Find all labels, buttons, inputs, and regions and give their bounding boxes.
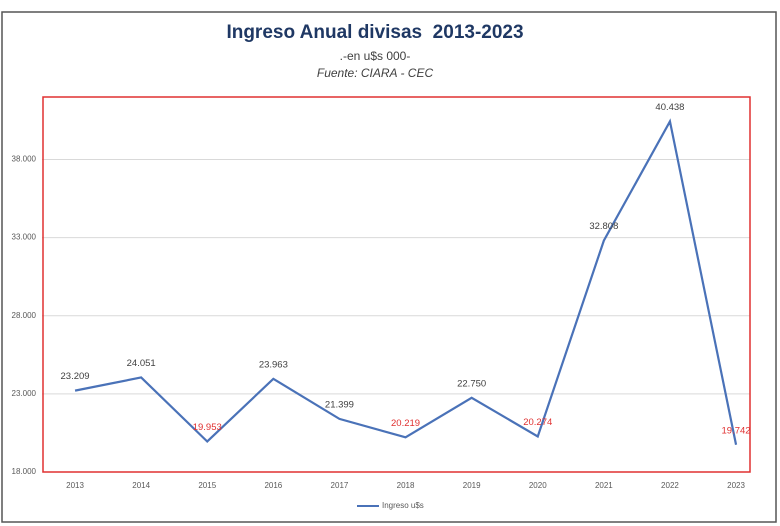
y-tick-label: 33.000 [12, 233, 37, 242]
y-tick-label: 23.000 [12, 389, 37, 398]
data-label: 40.438 [655, 102, 684, 113]
data-label: 19.742 [722, 425, 751, 436]
chart-title: Ingreso Anual divisas 2013-2023 [226, 22, 523, 43]
data-label: 24.051 [127, 358, 156, 369]
data-label: 23.209 [61, 371, 90, 382]
data-label: 19.953 [193, 422, 222, 433]
plot-border [42, 96, 751, 473]
x-tick-label: 2014 [132, 481, 150, 490]
x-tick-label: 2016 [264, 481, 282, 490]
data-line [74, 118, 738, 446]
chart-source: Fuente: CIARA - CEC [317, 66, 434, 80]
x-tick-label: 2019 [463, 481, 481, 490]
y-tick-label: 28.000 [12, 311, 37, 320]
data-label: 22.750 [457, 378, 486, 389]
data-label: 23.963 [259, 359, 288, 370]
chart-frame [1, 11, 777, 523]
x-tick-label: 2021 [595, 481, 613, 490]
chart-subtitle: .-en u$s 000- [340, 49, 411, 63]
x-tick-label: 2018 [397, 481, 415, 490]
data-label: 32.808 [589, 221, 618, 232]
x-tick-label: 2022 [661, 481, 679, 490]
x-tick-label: 2013 [66, 481, 84, 490]
x-tick-label: 2023 [727, 481, 745, 490]
y-tick-label: 38.000 [12, 155, 37, 164]
data-label: 20.274 [523, 417, 552, 428]
legend-label: Ingreso u$s [382, 501, 424, 510]
data-label: 21.399 [325, 399, 354, 410]
x-tick-label: 2015 [198, 481, 216, 490]
y-tick-label: 18.000 [12, 467, 37, 476]
x-tick-label: 2020 [529, 481, 547, 490]
data-label: 20.219 [391, 418, 420, 429]
x-tick-label: 2017 [331, 481, 349, 490]
